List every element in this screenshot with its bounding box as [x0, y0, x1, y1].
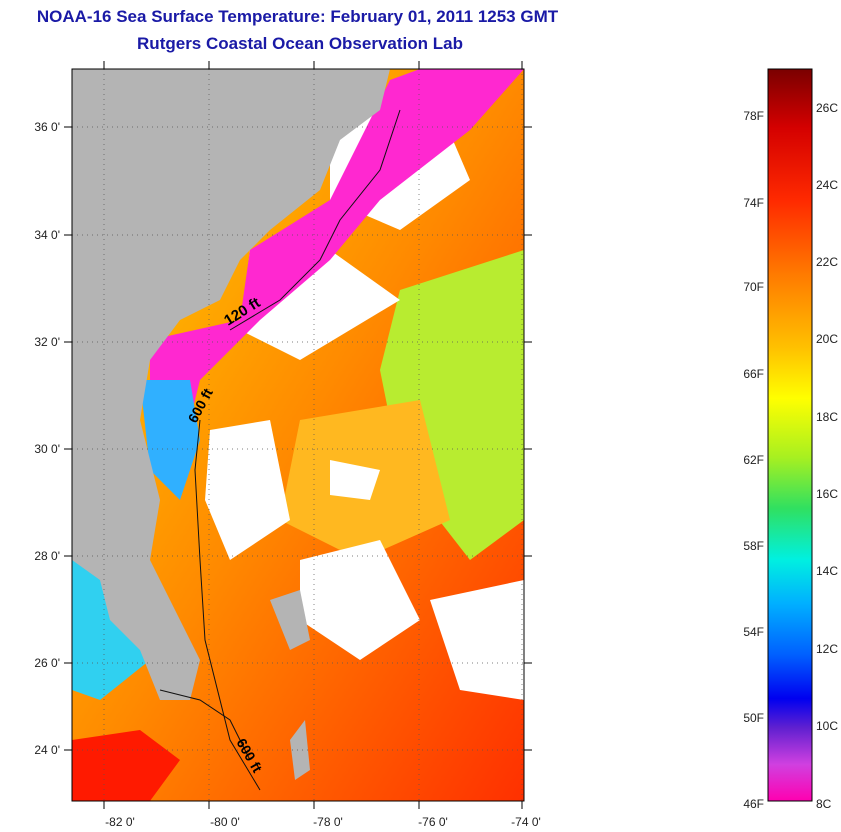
map-title: NOAA-16 Sea Surface Temperature: Februar… [36, 7, 559, 26]
depth-contours [159, 109, 401, 791]
lat-label: 28 0' [34, 549, 60, 563]
frame-ticks [64, 61, 532, 809]
f-label: 78F [743, 109, 764, 123]
c-label: 24C [816, 178, 838, 192]
c-label: 8C [816, 797, 832, 811]
c-label: 16C [816, 487, 838, 501]
lon-label: -74 0' [511, 815, 541, 829]
f-label: 46F [743, 797, 764, 811]
latitude-labels: 36 0' 34 0' 32 0' 30 0' 28 0' 26 0' 24 0… [34, 120, 60, 757]
land-mass [72, 69, 390, 700]
f-label: 62F [743, 453, 764, 467]
lon-label: -82 0' [105, 815, 135, 829]
lat-label: 32 0' [34, 335, 60, 349]
colorbar-celsius-labels: 26C 24C 22C 20C 18C 16C 14C 12C 10C 8C [816, 101, 838, 811]
colorbar-fahrenheit-labels: 78F 74F 70F 66F 62F 58F 54F 50F 46F [743, 109, 764, 811]
c-label: 18C [816, 410, 838, 424]
lat-label: 36 0' [34, 120, 60, 134]
f-label: 58F [743, 539, 764, 553]
c-label: 20C [816, 332, 838, 346]
graticule [72, 69, 524, 801]
f-label: 66F [743, 367, 764, 381]
map-frame [71, 68, 525, 802]
c-label: 14C [816, 564, 838, 578]
lat-label: 34 0' [34, 228, 60, 242]
c-label: 10C [816, 719, 838, 733]
lat-label: 26 0' [34, 656, 60, 670]
f-label: 54F [743, 625, 764, 639]
map-panel [72, 69, 524, 801]
f-label: 70F [743, 280, 764, 294]
c-label: 22C [816, 255, 838, 269]
lon-label: -78 0' [313, 815, 343, 829]
c-label: 12C [816, 642, 838, 656]
lon-label: -76 0' [418, 815, 448, 829]
lat-label: 30 0' [34, 442, 60, 456]
lat-label: 24 0' [34, 743, 60, 757]
f-label: 74F [743, 196, 764, 210]
f-label: 50F [743, 711, 764, 725]
island-andros [290, 720, 310, 780]
lon-label: -80 0' [210, 815, 240, 829]
island-bahamas [270, 590, 310, 650]
nearshore-cold-water [140, 380, 200, 500]
map-subtitle: Rutgers Coastal Ocean Observation Lab [137, 34, 463, 53]
c-label: 26C [816, 101, 838, 115]
florida-straits-water [72, 730, 180, 801]
temperature-colorbar [767, 68, 813, 802]
longitude-labels: -82 0' -80 0' -78 0' -76 0' -74 0' [105, 815, 541, 829]
